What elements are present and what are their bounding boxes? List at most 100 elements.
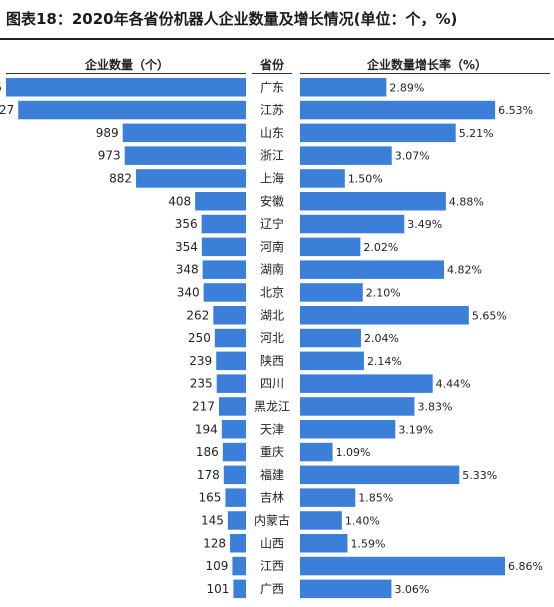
- growth-bar: [300, 237, 361, 257]
- growth-bar: [300, 465, 460, 485]
- count-value-label: 128: [203, 536, 226, 550]
- province-label: 河北: [260, 331, 284, 345]
- count-value-label: 165: [199, 491, 222, 505]
- growth-value-label: 1.85%: [358, 492, 393, 505]
- count-value-label: 186: [196, 445, 219, 459]
- growth-value-label: 2.89%: [389, 81, 424, 94]
- count-bar: [122, 123, 246, 143]
- growth-value-label: 2.14%: [367, 355, 402, 368]
- growth-value-label: 2.04%: [364, 332, 399, 345]
- growth-value-label: 1.59%: [351, 537, 386, 550]
- province-column-header: 省份: [259, 58, 284, 72]
- count-value-label: 194: [195, 422, 218, 436]
- province-label: 山西: [260, 536, 284, 550]
- growth-bar: [300, 488, 356, 507]
- count-value-label: 340: [177, 285, 200, 299]
- count-bar: [214, 328, 246, 348]
- growth-value-label: 1.50%: [348, 172, 383, 185]
- count-bar: [218, 397, 246, 416]
- growth-value-label: 2.02%: [363, 241, 398, 254]
- growth-value-label: 3.07%: [395, 150, 430, 163]
- count-bar: [225, 488, 246, 507]
- growth-value-label: 4.88%: [449, 195, 484, 208]
- count-bar: [227, 511, 246, 530]
- count-value-label: 348: [176, 263, 199, 277]
- growth-bar: [300, 579, 392, 599]
- count-value-label: 1925: [0, 80, 2, 94]
- growth-bar: [300, 260, 445, 279]
- count-value-label: 262: [186, 308, 209, 322]
- count-value-label: 882: [109, 171, 132, 185]
- growth-bar: [300, 511, 342, 530]
- count-value-label: 408: [168, 194, 191, 208]
- growth-value-label: 3.49%: [407, 218, 442, 231]
- growth-value-label: 2.10%: [366, 286, 401, 299]
- province-label: 重庆: [260, 445, 284, 459]
- count-bar: [223, 465, 246, 485]
- growth-bar: [300, 442, 333, 462]
- province-label: 天津: [260, 422, 284, 436]
- growth-value-label: 5.65%: [472, 309, 507, 322]
- province-label: 山东: [260, 126, 284, 140]
- growth-value-label: 4.44%: [436, 378, 471, 391]
- count-bar: [230, 534, 246, 553]
- count-bar: [136, 169, 246, 188]
- growth-bar: [300, 351, 364, 371]
- growth-value-label: 3.83%: [417, 400, 452, 413]
- count-bar: [203, 283, 246, 302]
- growth-bar: [300, 328, 361, 348]
- province-label: 浙江: [260, 149, 284, 163]
- count-bar: [124, 146, 246, 165]
- count-bar: [195, 192, 246, 211]
- count-value-label: 1827: [0, 103, 14, 117]
- count-bar: [213, 306, 246, 325]
- count-bar: [216, 351, 246, 371]
- growth-bar: [300, 169, 345, 188]
- growth-value-label: 6.86%: [508, 560, 543, 573]
- count-value-label: 989: [96, 126, 119, 140]
- growth-bar: [300, 100, 496, 120]
- chart-title: 图表18：2020年各省份机器人企业数量及增长情况(单位：个，%): [6, 10, 458, 28]
- growth-bar: [300, 78, 387, 97]
- growth-header-underline: [300, 73, 550, 74]
- growth-value-label: 1.09%: [336, 446, 371, 459]
- province-label: 辽宁: [260, 216, 284, 231]
- province-label: 上海: [260, 170, 284, 185]
- count-bar: [201, 214, 246, 234]
- province-label: 广西: [260, 582, 284, 596]
- growth-value-label: 6.53%: [498, 104, 533, 117]
- count-value-label: 235: [190, 377, 213, 391]
- growth-bar: [300, 146, 392, 165]
- province-label: 湖南: [260, 262, 284, 277]
- province-label: 福建: [260, 467, 284, 482]
- count-bar: [232, 556, 246, 576]
- growth-bar: [300, 556, 505, 576]
- growth-value-label: 3.06%: [394, 583, 429, 596]
- count-value-label: 239: [189, 354, 212, 368]
- count-bar: [233, 579, 246, 599]
- province-label: 内蒙古: [254, 512, 290, 527]
- count-column-header: 企业数量（个）: [84, 58, 169, 72]
- growth-bar: [300, 283, 363, 302]
- count-bar: [221, 420, 246, 439]
- growth-bar: [300, 192, 446, 211]
- growth-column-header: 企业数量增长率（%）: [366, 58, 488, 72]
- growth-bar: [300, 397, 415, 416]
- growth-bar: [300, 534, 348, 553]
- province-label: 江西: [260, 559, 284, 573]
- growth-value-label: 3.19%: [398, 423, 433, 436]
- province-label: 河南: [260, 239, 284, 254]
- count-value-label: 354: [175, 240, 198, 254]
- province-label: 广东: [260, 80, 284, 94]
- count-value-label: 145: [201, 513, 224, 527]
- province-label: 陕西: [260, 353, 284, 368]
- count-value-label: 178: [197, 468, 220, 482]
- growth-bar: [300, 420, 396, 439]
- province-label: 安徽: [260, 193, 284, 208]
- growth-value-label: 5.21%: [459, 127, 494, 140]
- province-label: 四川: [260, 377, 284, 391]
- count-value-label: 217: [192, 399, 215, 413]
- count-bar: [202, 260, 246, 279]
- count-bar: [201, 237, 246, 257]
